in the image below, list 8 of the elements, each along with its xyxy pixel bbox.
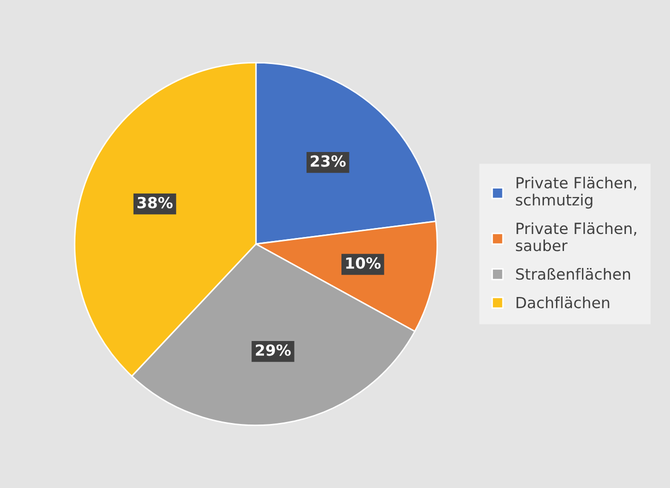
legend-label: Dachflächen bbox=[516, 296, 610, 308]
data-label: 10% bbox=[346, 257, 381, 269]
legend-label: Private Flächen, sauber bbox=[516, 222, 636, 252]
data-label: 23% bbox=[310, 155, 346, 167]
data-label: 38% bbox=[138, 196, 173, 208]
data-label: 29% bbox=[256, 344, 291, 356]
legend-label: Private Flächen, schmutzig bbox=[516, 176, 636, 209]
legend-label: Straßenflächen bbox=[516, 268, 630, 280]
